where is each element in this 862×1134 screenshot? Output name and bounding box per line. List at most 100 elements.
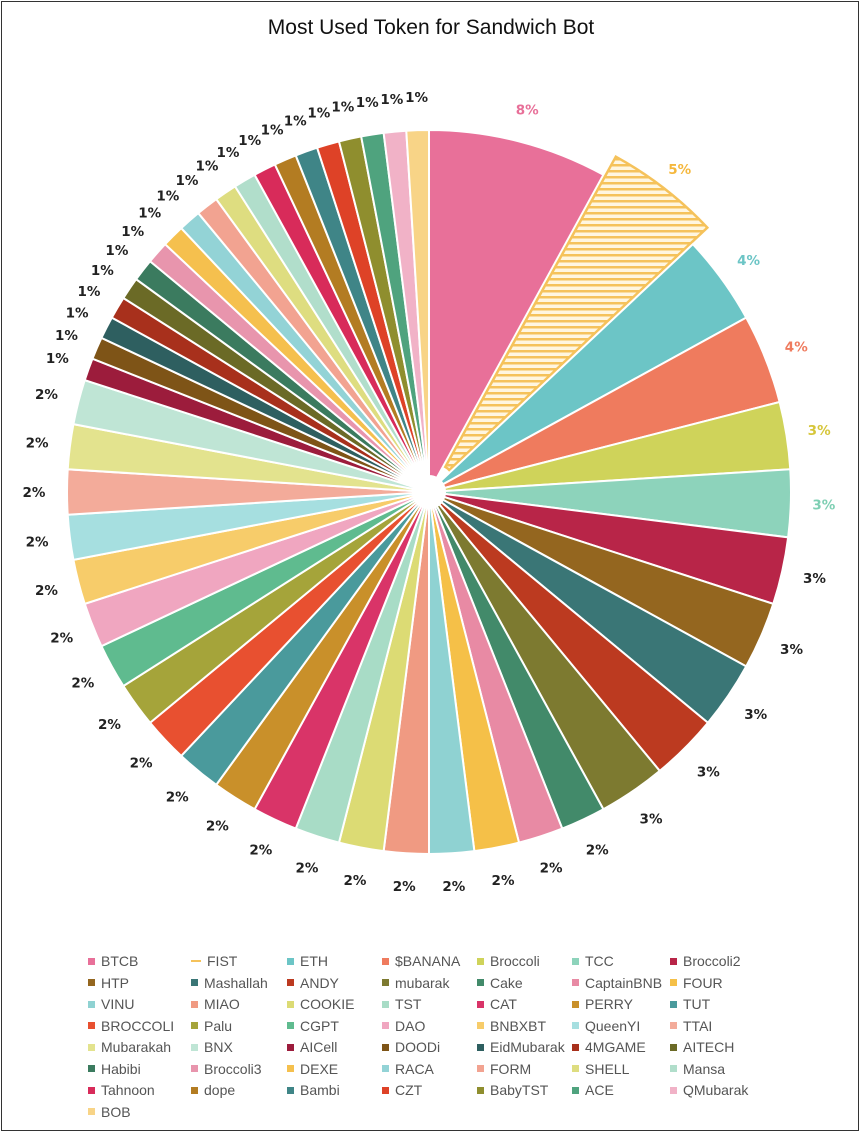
legend-swatch	[382, 957, 389, 965]
legend-swatch	[88, 1022, 95, 1030]
legend-swatch	[477, 979, 484, 987]
legend-item-broccoli[interactable]: Broccoli	[477, 952, 572, 971]
legend-item-ttai[interactable]: TTAI	[670, 1017, 765, 1036]
slice-label-form: 1%	[175, 173, 198, 189]
legend-item-broccoli2[interactable]: Broccoli2	[670, 952, 765, 971]
pie-slice-fist[interactable]	[443, 155, 710, 472]
legend-item-btcb[interactable]: BTCB	[88, 952, 191, 971]
legend-item-vinu[interactable]: VINU	[88, 995, 191, 1014]
legend-item-cookie[interactable]: COOKIE	[287, 995, 382, 1014]
legend-label: 4MGAME	[585, 1039, 646, 1056]
legend-item-cat[interactable]: CAT	[477, 995, 572, 1014]
legend-item-cake[interactable]: Cake	[477, 974, 572, 993]
legend-item-four[interactable]: FOUR	[670, 974, 765, 993]
legend-swatch	[88, 1065, 95, 1073]
slice-label-broccoli: 2%	[130, 755, 153, 771]
legend-label: FORM	[490, 1060, 532, 1077]
legend-item-palu[interactable]: Palu	[191, 1017, 287, 1036]
legend-item-tcc[interactable]: TCC	[572, 952, 670, 971]
legend-item-bnbxbt[interactable]: BNBXBT	[477, 1017, 572, 1036]
legend-swatch	[670, 1043, 677, 1051]
legend-label: EidMubarak	[490, 1039, 565, 1056]
slice-label-mashallah: 3%	[744, 707, 767, 723]
legend-swatch	[670, 1065, 677, 1073]
legend-item-qmubarak[interactable]: QMubarak	[670, 1081, 765, 1100]
legend-label: Palu	[204, 1017, 233, 1034]
legend-item-aicell[interactable]: AICell	[287, 1038, 382, 1057]
slice-label-mubarak: 3%	[640, 812, 663, 828]
legend-swatch	[88, 1000, 95, 1008]
legend-label: FOUR	[683, 974, 723, 991]
legend-swatch	[572, 979, 579, 987]
slice-label-bnx: 2%	[35, 387, 58, 403]
legend-item-dexe[interactable]: DEXE	[287, 1060, 382, 1079]
slice-label-btcb: 8%	[516, 102, 539, 118]
legend-item-dope[interactable]: dope	[191, 1081, 287, 1100]
legend-item-bambi[interactable]: Bambi	[287, 1081, 382, 1100]
legend-item-mansa[interactable]: Mansa	[670, 1060, 765, 1079]
legend-item-eth[interactable]: ETH	[287, 952, 382, 971]
legend-item-miao[interactable]: MIAO	[191, 995, 287, 1014]
legend-swatch	[670, 1086, 677, 1094]
legend-item-doodi[interactable]: DOODi	[382, 1038, 477, 1057]
legend-label: DAO	[395, 1017, 426, 1034]
legend-label: ANDY	[300, 974, 339, 991]
slice-label-broccoli3: 1%	[121, 224, 144, 240]
legend-item-cgpt[interactable]: CGPT	[287, 1017, 382, 1036]
legend-label: TCC	[585, 953, 614, 970]
legend-item-broccoli3[interactable]: Broccoli3	[191, 1060, 287, 1079]
legend-label: RACA	[395, 1060, 434, 1077]
legend-item-broccoli[interactable]: BROCCOLI	[88, 1017, 191, 1036]
legend-label: VINU	[101, 996, 135, 1013]
legend-item-mubarak[interactable]: mubarak	[382, 974, 477, 993]
legend-item-perry[interactable]: PERRY	[572, 995, 670, 1014]
legend-item-captainbnb[interactable]: CaptainBNB	[572, 974, 670, 993]
legend-item-dao[interactable]: DAO	[382, 1017, 477, 1036]
legend-item-mashallah[interactable]: Mashallah	[191, 974, 287, 993]
legend-item-tahnoon[interactable]: Tahnoon	[88, 1081, 191, 1100]
legend-item-ace[interactable]: ACE	[572, 1081, 670, 1100]
legend-item-fist[interactable]: FIST	[191, 952, 287, 971]
legend-item-habibi[interactable]: Habibi	[88, 1060, 191, 1079]
slice-label-cat: 2%	[249, 842, 272, 858]
legend-swatch	[382, 1065, 389, 1073]
legend-item-bnx[interactable]: BNX	[191, 1038, 287, 1057]
legend-label: HTP	[101, 974, 129, 991]
slice-label-four: 2%	[492, 873, 515, 889]
pie-chart: 8% 5% 4% 4% 3% 3% 3% 3% 3% 3% 3% 2% 2% 2% 2% 2% 2% 2% 2% 2%…	[23, 90, 836, 895]
legend-item-4mgame[interactable]: 4MGAME	[572, 1038, 670, 1057]
legend-swatch	[191, 1065, 198, 1073]
legend-swatch	[88, 1086, 95, 1094]
slice-label-cgpt: 2%	[71, 675, 94, 691]
legend-item-czt[interactable]: CZT	[382, 1081, 477, 1100]
legend-item-eidmubarak[interactable]: EidMubarak	[477, 1038, 572, 1057]
legend-item-raca[interactable]: RACA	[382, 1060, 477, 1079]
legend-swatch	[191, 1000, 198, 1008]
legend-swatch	[287, 957, 294, 965]
legend-item-babytst[interactable]: BabyTST	[477, 1081, 572, 1100]
legend-item-mubarakah[interactable]: Mubarakah	[88, 1038, 191, 1057]
legend-item-shell[interactable]: SHELL	[572, 1060, 670, 1079]
pie-slice-bob[interactable]	[405, 128, 430, 478]
legend-item-tut[interactable]: TUT	[670, 995, 765, 1014]
legend-label: QMubarak	[683, 1082, 749, 1099]
legend-item-aitech[interactable]: AITECH	[670, 1038, 765, 1057]
legend-label: ACE	[585, 1082, 614, 1099]
pie-slice-btcb[interactable]	[428, 128, 605, 480]
legend-label: TTAI	[683, 1017, 713, 1034]
legend-item-bob[interactable]: BOB	[88, 1103, 191, 1122]
slice-label-broccoli2: 3%	[803, 571, 826, 587]
slice-label-ttai: 2%	[23, 485, 46, 501]
legend-swatch	[572, 1065, 579, 1073]
slice-label-eth: 4%	[737, 253, 760, 269]
legend-item-andy[interactable]: ANDY	[287, 974, 382, 993]
legend-item-form[interactable]: FORM	[477, 1060, 572, 1079]
slice-label-tst: 2%	[295, 861, 318, 877]
legend-item-tst[interactable]: TST	[382, 995, 477, 1014]
slice-label-habibi: 1%	[105, 243, 128, 259]
legend-label: $BANANA	[395, 953, 461, 970]
legend-item-banana[interactable]: $BANANA	[382, 952, 477, 971]
slice-label-dexe: 1%	[138, 206, 161, 222]
legend-item-queenyi[interactable]: QueenYI	[572, 1017, 670, 1036]
legend-item-htp[interactable]: HTP	[88, 974, 191, 993]
